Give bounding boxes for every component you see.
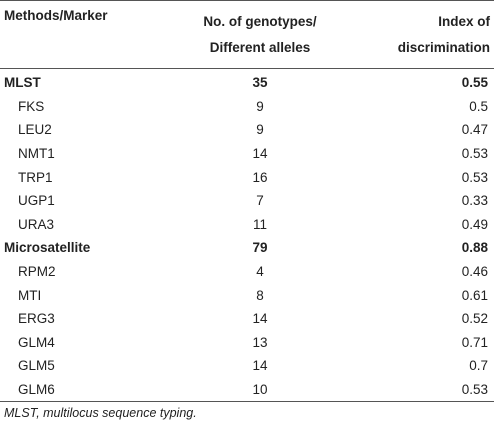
row-index: 0.88 [461, 240, 488, 256]
header-index-line2: discrimination [397, 39, 490, 55]
row-name: TRP1 [18, 169, 53, 185]
table-row: MTI 8 0.61 [0, 283, 494, 307]
table-row-mlst: MLST 35 0.55 [0, 69, 494, 95]
row-genotypes: 11 [252, 216, 267, 232]
header-genotypes-line1: No. of genotypes/ [203, 13, 317, 29]
table-row: GLM5 14 0.7 [0, 354, 494, 378]
row-name: GLM4 [18, 334, 55, 350]
table-row: RPM2 4 0.46 [0, 260, 494, 284]
header-index-line1: Index of [438, 13, 490, 29]
table-row: FKS 9 0.5 [0, 95, 494, 119]
table-footnote: MLST, multilocus sequence typing. [4, 406, 197, 420]
header-index-discrimination: Index of discrimination [370, 0, 494, 69]
row-genotypes: 35 [252, 75, 268, 91]
row-index: 0.49 [461, 216, 488, 232]
row-index: 0.53 [370, 377, 494, 403]
table-row-microsatellite: Microsatellite 79 0.88 [0, 236, 494, 260]
table-row: NMT1 14 0.53 [0, 142, 494, 166]
table-row: LEU2 9 0.47 [0, 118, 494, 142]
row-genotypes: 79 [252, 240, 268, 256]
row-genotypes: 4 [256, 264, 264, 280]
row-genotypes: 7 [256, 193, 264, 209]
header-genotypes: No. of genotypes/ Different alleles [150, 0, 370, 69]
row-name: URA3 [18, 216, 55, 232]
row-genotypes: 8 [256, 287, 264, 303]
row-index: 0.55 [461, 75, 488, 91]
row-genotypes: 16 [252, 169, 268, 185]
row-index: 0.47 [461, 122, 488, 138]
row-index: 0.61 [461, 287, 488, 303]
row-index: 0.53 [461, 169, 488, 185]
row-genotypes: 13 [252, 334, 268, 350]
row-index: 0.5 [469, 98, 488, 114]
table-row: GLM6 10 0.53 [0, 377, 494, 403]
genotyping-table-container: Methods/Marker No. of genotypes/ Differe… [0, 0, 494, 403]
row-index: 0.33 [461, 193, 488, 209]
row-index: 0.52 [461, 311, 488, 327]
row-genotypes: 14 [252, 358, 268, 374]
row-genotypes: 14 [252, 146, 268, 162]
row-index: 0.7 [469, 358, 488, 374]
genotyping-table: Methods/Marker No. of genotypes/ Differe… [0, 0, 494, 403]
row-genotypes: 14 [252, 311, 268, 327]
row-name: GLM6 [0, 377, 150, 403]
row-index: 0.71 [461, 334, 488, 350]
row-name: LEU2 [18, 122, 52, 138]
table-row: URA3 11 0.49 [0, 213, 494, 237]
row-genotypes: 10 [150, 377, 370, 403]
row-name: GLM5 [18, 358, 55, 374]
row-index: 0.53 [461, 146, 488, 162]
table-row: TRP1 16 0.53 [0, 165, 494, 189]
row-name: NMT1 [18, 146, 55, 162]
row-index: 0.46 [461, 264, 488, 280]
row-name: ERG3 [18, 311, 55, 327]
table-row: GLM4 13 0.71 [0, 331, 494, 355]
row-name: FKS [18, 98, 45, 114]
row-genotypes: 9 [256, 122, 264, 138]
row-name: MLST [4, 75, 41, 91]
table-row: UGP1 7 0.33 [0, 189, 494, 213]
row-name: MTI [18, 287, 42, 303]
row-name: RPM2 [18, 264, 56, 280]
table-row: ERG3 14 0.52 [0, 307, 494, 331]
row-genotypes: 9 [256, 98, 264, 114]
row-name: UGP1 [18, 193, 55, 209]
header-genotypes-line2: Different alleles [209, 39, 311, 55]
header-methods-marker: Methods/Marker [0, 0, 150, 69]
table-header-row: Methods/Marker No. of genotypes/ Differe… [0, 0, 494, 69]
row-name: Microsatellite [4, 240, 91, 256]
